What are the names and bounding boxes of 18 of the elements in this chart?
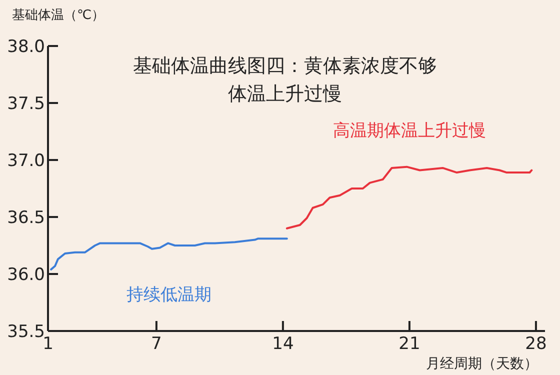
series-label: 高温期体温上升过慢 [332,120,487,142]
x-tick-label: 7 [151,334,162,354]
y-tick-label: 36.0 [7,265,45,285]
y-tick-label: 36.5 [7,208,45,228]
text: 基础体温曲线图四：黄体素浓度不够体温上升过慢 [132,54,438,107]
line-series [50,238,288,270]
text: 持续低温期 [125,284,212,306]
line-series [286,166,533,230]
x-tick-label: 14 [272,334,294,354]
y-tick-label: 37.5 [7,94,45,114]
y-tick-label: 38.0 [7,37,45,57]
x-tick-label: 28 [525,334,547,354]
x-axis-title: 月经周期（天数） [426,355,538,373]
x-tick-label: 21 [398,334,420,354]
y-axis-title: 基础体温（℃） [12,7,105,24]
y-tick-label: 35.5 [7,322,45,342]
x-tick-label: 1 [42,334,54,354]
y-tick-label: 37.0 [7,151,45,171]
